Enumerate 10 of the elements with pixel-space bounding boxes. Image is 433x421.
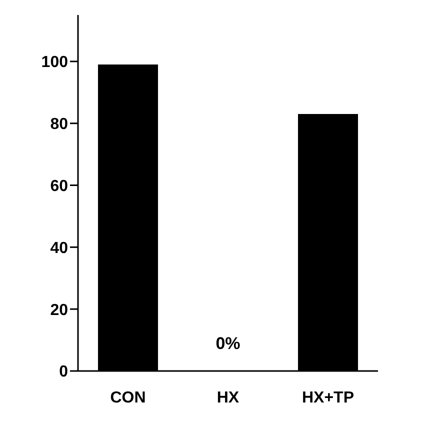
x-tick-label: CON <box>110 389 146 406</box>
annotation: 0% <box>216 334 240 353</box>
y-tick-label: 100 <box>41 54 68 72</box>
x-tick-label: HX+TP <box>302 389 354 406</box>
y-tick-label: 0 <box>59 364 68 381</box>
y-tick-label: 80 <box>50 116 68 134</box>
y-tick-label: 40 <box>50 240 68 257</box>
y-tick-label: 20 <box>50 302 68 319</box>
x-tick-label: HX <box>216 389 240 406</box>
y-tick-label: 60 <box>50 178 68 195</box>
